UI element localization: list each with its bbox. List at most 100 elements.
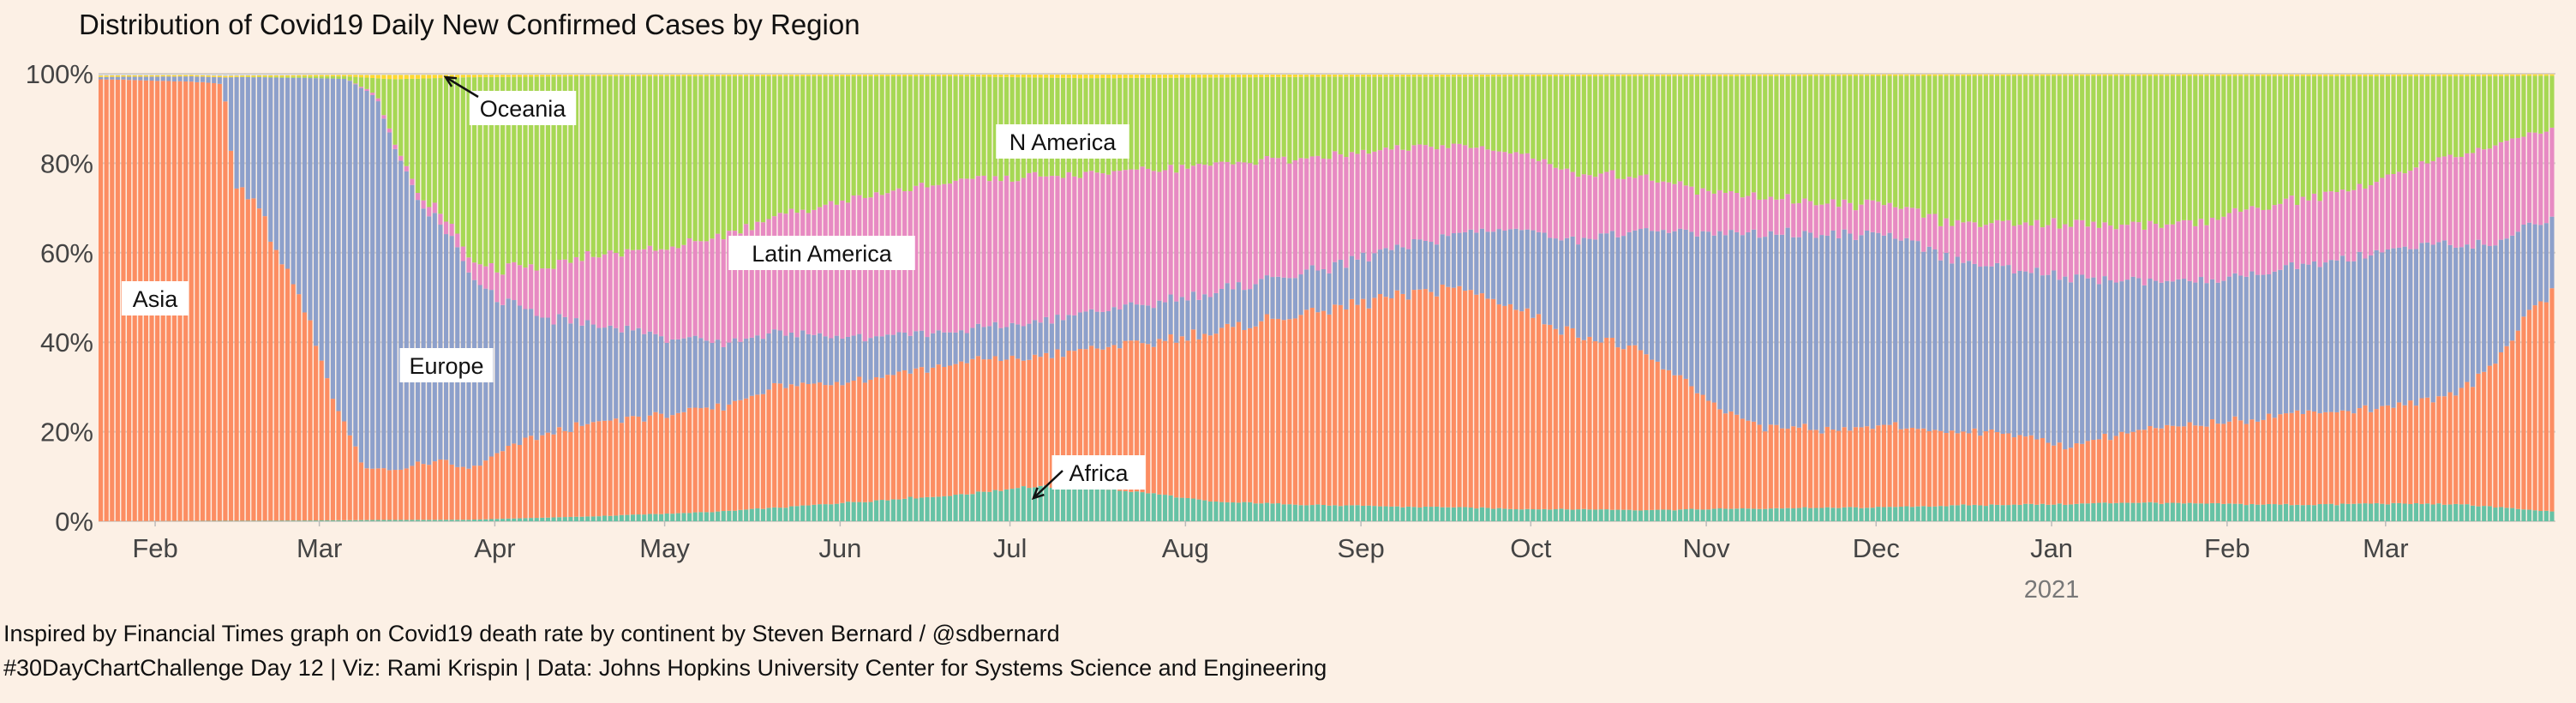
bar-segment-oceania xyxy=(189,75,194,76)
day-stack xyxy=(890,74,896,521)
bar-segment-europe xyxy=(1553,238,1558,329)
bar-segment-other xyxy=(138,74,143,75)
bar-segment-other xyxy=(1836,74,1842,75)
bar-segment-europe xyxy=(1338,259,1343,305)
bar-segment-europe xyxy=(2351,261,2357,414)
bar-segment-africa xyxy=(1887,507,1892,521)
bar-segment-n-america xyxy=(2311,75,2317,194)
bar-segment-africa xyxy=(579,516,584,521)
bar-segment-oceania xyxy=(2176,74,2181,76)
bar-segment-other xyxy=(1598,74,1603,75)
bar-segment-latin-america xyxy=(1451,143,1456,234)
bar-segment-europe xyxy=(1564,237,1570,327)
bar-segment-n-america xyxy=(1411,76,1417,146)
bar-segment-asia xyxy=(1548,324,1553,510)
bar-segment-latin-america xyxy=(1768,196,1773,231)
bar-segment-europe xyxy=(302,77,307,313)
bar-segment-africa xyxy=(738,509,743,521)
bar-segment-oceania xyxy=(291,75,296,77)
bar-segment-africa xyxy=(1626,509,1632,521)
bar-segment-n-america xyxy=(1898,75,1903,209)
bar-segment-africa xyxy=(1146,493,1151,521)
bar-segment-other xyxy=(794,74,800,75)
bar-segment-n-america xyxy=(2453,75,2459,158)
day-stack xyxy=(279,74,285,521)
bar-segment-africa xyxy=(1921,506,1926,521)
bar-segment-n-america xyxy=(710,75,715,239)
bar-segment-europe xyxy=(364,90,369,469)
day-stack xyxy=(931,74,936,521)
bar-segment-latin-america xyxy=(692,241,698,336)
bar-segment-europe xyxy=(443,234,449,460)
day-stack xyxy=(1225,74,1230,521)
bar-segment-other xyxy=(653,74,658,75)
bar-segment-oceania xyxy=(1995,74,2000,76)
bar-segment-africa xyxy=(942,496,947,521)
bar-segment-oceania xyxy=(1405,74,1411,77)
bar-segment-europe xyxy=(1711,235,1716,403)
bar-segment-latin-america xyxy=(1242,162,1247,291)
bar-segment-oceania xyxy=(336,75,341,77)
day-stack xyxy=(523,74,528,521)
day-stack xyxy=(2447,74,2453,521)
bar-segment-asia xyxy=(647,415,652,514)
bar-segment-other xyxy=(460,74,465,75)
bar-segment-asia xyxy=(687,407,692,514)
bar-segment-asia xyxy=(788,384,794,507)
bar-segment-asia xyxy=(1734,414,1740,509)
bar-segment-n-america xyxy=(573,75,579,257)
bar-segment-asia xyxy=(2159,428,2164,504)
day-stack xyxy=(1304,74,1309,521)
bar-segment-africa xyxy=(908,496,913,521)
bar-segment-asia xyxy=(375,468,380,520)
bar-segment-n-america xyxy=(749,75,754,231)
bar-segment-africa xyxy=(2357,503,2362,521)
bar-segment-europe xyxy=(2255,274,2261,422)
day-stack xyxy=(104,74,109,521)
bar-segment-africa xyxy=(1383,506,1388,521)
bar-segment-oceania xyxy=(2510,74,2515,76)
bar-segment-n-america xyxy=(1190,77,1196,166)
bar-segment-n-america xyxy=(783,75,788,214)
bar-segment-europe xyxy=(760,339,766,394)
day-stack xyxy=(2153,74,2159,521)
bar-segment-africa xyxy=(262,520,267,521)
bar-segment-other xyxy=(573,74,579,75)
day-stack xyxy=(874,74,879,521)
bar-segment-africa xyxy=(766,508,771,521)
bar-segment-africa xyxy=(2328,503,2333,521)
bar-segment-oceania xyxy=(800,74,806,76)
bar-segment-africa xyxy=(2063,504,2068,521)
bar-segment-africa xyxy=(2430,504,2435,521)
bar-segment-other xyxy=(1366,74,1371,75)
bar-segment-latin-america xyxy=(1366,153,1371,261)
bar-segment-n-america xyxy=(1836,75,1842,207)
bar-segment-n-america xyxy=(342,76,347,80)
bar-segment-asia xyxy=(2102,433,2107,503)
bar-segment-n-america xyxy=(692,75,698,242)
bar-segment-oceania xyxy=(1021,74,1026,78)
bar-segment-oceania xyxy=(1468,74,1473,77)
bar-segment-africa xyxy=(1955,505,1960,521)
annotation-box xyxy=(728,236,915,270)
bar-segment-asia xyxy=(1802,424,1807,508)
bar-segment-latin-america xyxy=(557,260,562,315)
bar-segment-europe xyxy=(1072,315,1077,352)
bar-segment-other xyxy=(2436,74,2441,75)
bar-segment-africa xyxy=(1304,505,1309,521)
bar-segment-latin-america xyxy=(1400,149,1405,248)
bar-segment-latin-america xyxy=(381,115,386,119)
bar-segment-other xyxy=(2345,74,2351,75)
bar-segment-other xyxy=(647,74,652,75)
bar-segment-n-america xyxy=(1259,77,1264,159)
bar-segment-other xyxy=(692,74,698,75)
bar-segment-europe xyxy=(868,338,873,380)
bar-segment-other xyxy=(1157,74,1162,75)
bar-segment-latin-america xyxy=(2504,141,2509,239)
bar-segment-other xyxy=(2017,74,2022,75)
bar-segment-oceania xyxy=(127,75,132,77)
day-stack xyxy=(2470,74,2476,521)
bar-segment-other xyxy=(1893,74,1898,75)
bar-segment-other xyxy=(2028,74,2034,75)
bar-segment-asia xyxy=(2459,388,2464,505)
